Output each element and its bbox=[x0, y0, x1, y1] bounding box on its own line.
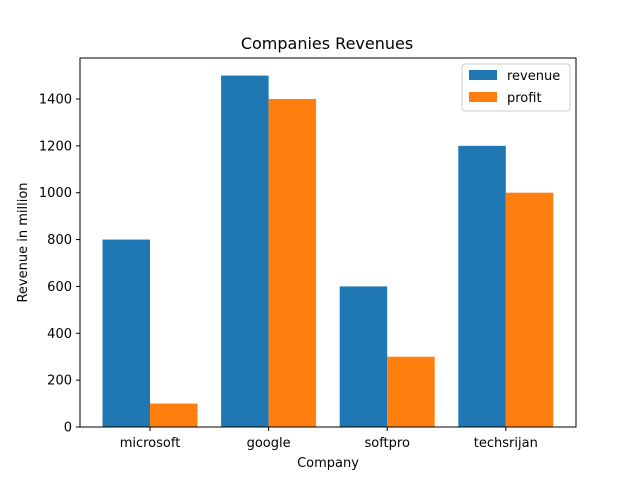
y-axis-label: Revenue in million bbox=[16, 182, 31, 302]
chart-title: Companies Revenues bbox=[241, 34, 413, 53]
legend: revenue profit bbox=[461, 63, 571, 112]
bar-profit-google bbox=[268, 99, 317, 427]
bar-profit-microsoft bbox=[150, 403, 198, 427]
x-tick-label: google bbox=[247, 436, 291, 451]
y-tick-label: 1000 bbox=[39, 186, 72, 201]
y-axis-ticks: 0 200 400 600 800 1000 1200 1400 bbox=[39, 93, 80, 436]
y-tick-label: 600 bbox=[47, 280, 72, 295]
x-tick-label: microsoft bbox=[120, 436, 181, 451]
bar-revenue-softpro bbox=[339, 286, 388, 427]
bar-profit-techsrijan bbox=[505, 192, 554, 427]
legend-label-profit: profit bbox=[507, 91, 542, 106]
bar-revenue-techsrijan bbox=[458, 145, 506, 427]
y-tick-label: 1200 bbox=[39, 139, 72, 154]
y-tick-label: 1400 bbox=[39, 93, 72, 108]
x-axis-ticks: microsoft google softpro techsrijan bbox=[120, 427, 538, 451]
y-tick-label: 200 bbox=[47, 374, 72, 389]
y-tick-label: 800 bbox=[47, 233, 72, 248]
bar-profit-softpro bbox=[387, 356, 435, 427]
legend-swatch-revenue bbox=[469, 70, 497, 80]
bars-group bbox=[102, 75, 554, 428]
legend-label-revenue: revenue bbox=[507, 69, 560, 84]
plot-frame bbox=[79, 57, 577, 428]
y-tick-label: 0 bbox=[64, 421, 72, 436]
y-tick-label: 400 bbox=[47, 327, 72, 342]
x-tick-label: techsrijan bbox=[474, 436, 538, 451]
bar-revenue-google bbox=[221, 75, 269, 428]
x-tick-label: softpro bbox=[364, 436, 409, 451]
legend-swatch-profit bbox=[469, 92, 497, 102]
x-axis-label: Company bbox=[297, 456, 359, 471]
bar-revenue-microsoft bbox=[102, 239, 150, 427]
